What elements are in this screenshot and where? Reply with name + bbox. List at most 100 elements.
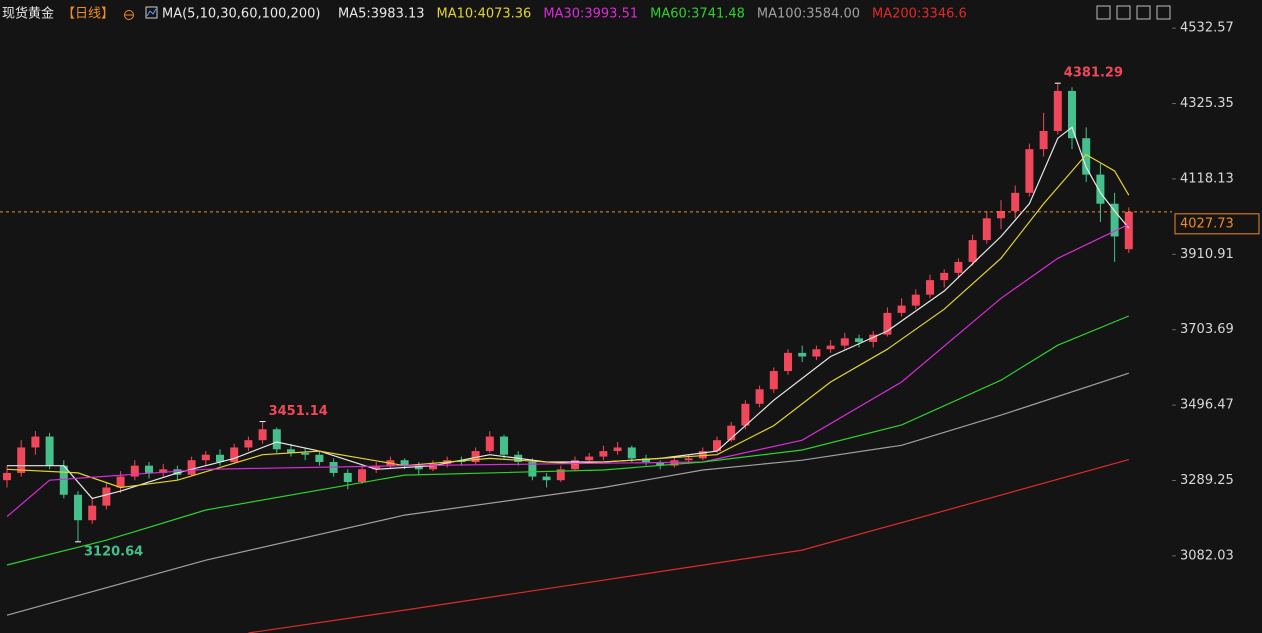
y-tick-label: 3496.47: [1180, 398, 1234, 413]
candle-body: [713, 440, 721, 452]
candle-body: [897, 305, 906, 313]
candle-body: [982, 218, 991, 241]
candle-body: [287, 449, 295, 453]
candle-body: [997, 210, 1005, 219]
candle-body: [741, 403, 750, 426]
candle-body: [429, 463, 437, 470]
candle-body: [585, 456, 594, 461]
candle-body: [1110, 203, 1119, 237]
candle-body: [911, 294, 920, 306]
candle-body: [471, 451, 480, 463]
candle-body: [59, 465, 68, 495]
candle-body: [201, 454, 210, 461]
candle-body: [102, 487, 111, 506]
candle-body: [840, 338, 849, 346]
y-tick-label: 4118.13: [1180, 171, 1234, 186]
candle-body: [173, 469, 182, 475]
legend-entry: MA60:3741.48: [650, 7, 745, 22]
ma-line: [248, 459, 1129, 633]
candle-body: [1124, 211, 1133, 250]
candle-body: [1039, 130, 1048, 150]
candle-body: [1068, 90, 1076, 139]
candle-body: [258, 429, 267, 441]
high-annotation: 4381.29: [1064, 66, 1123, 81]
y-tick-label: 3082.03: [1180, 548, 1234, 563]
legend-entry: MA200:3346.6: [872, 7, 967, 22]
last-price-box: [1174, 213, 1260, 235]
toolbar: [1096, 5, 1171, 20]
candle-body: [613, 447, 622, 452]
legend-entry: MA5:3983.13: [338, 7, 425, 22]
indicator-icon: [146, 8, 157, 17]
candle-body: [116, 476, 125, 488]
candle-body: [1053, 90, 1062, 131]
candle-body: [642, 458, 650, 463]
candle-body: [571, 460, 579, 470]
candle-body: [869, 334, 878, 342]
candle-body: [627, 447, 636, 459]
candle-body: [500, 436, 508, 455]
candle-body: [17, 447, 26, 473]
candle-body: [414, 465, 423, 470]
legend-entry: MA100:3584.00: [757, 7, 860, 22]
y-tick-label: 4532.57: [1180, 21, 1234, 36]
candle-body: [656, 462, 665, 466]
tool-button[interactable]: [1116, 5, 1131, 20]
candle-body: [3, 472, 11, 481]
candle-body: [968, 240, 977, 262]
last-price-label: 4027.73: [1180, 216, 1234, 231]
candle-body: [599, 451, 608, 457]
tool-button[interactable]: [1136, 5, 1151, 20]
candle-body: [358, 469, 366, 483]
candle-body: [485, 436, 494, 452]
ma-line: [6, 315, 1130, 566]
candle-body: [528, 462, 537, 477]
candle-body: [1082, 138, 1091, 175]
candle-body: [954, 261, 963, 273]
candle-body: [926, 280, 934, 295]
candle-body: [1096, 174, 1105, 204]
candle-body: [130, 465, 139, 477]
candle-body: [187, 460, 196, 475]
candle-body: [826, 345, 835, 350]
candle-body: [855, 338, 863, 342]
candle-body: [88, 505, 97, 521]
y-tick-label: 3703.69: [1180, 322, 1234, 337]
legend-entry: MA30:3993.51: [543, 7, 638, 22]
legend-entry: MA10:4073.36: [437, 7, 532, 22]
y-tick-label: 3910.91: [1180, 247, 1234, 262]
candle-body: [755, 389, 764, 404]
candle-body: [230, 447, 239, 463]
y-tick-label: 4325.35: [1180, 96, 1234, 111]
candle-body: [542, 476, 551, 481]
add-icon[interactable]: [124, 10, 134, 20]
candle-body: [159, 469, 168, 473]
candle-body: [727, 425, 736, 441]
candle-body: [45, 436, 54, 466]
candle-body: [798, 352, 807, 357]
low-annotation: 3120.64: [84, 544, 143, 559]
tool-button[interactable]: [1156, 5, 1171, 20]
candle-body: [216, 454, 224, 463]
period[interactable]: 【日线】: [62, 7, 114, 22]
indicator-icon[interactable]: [145, 6, 158, 19]
candle-body: [1025, 149, 1034, 193]
indicator: MA(5,10,30,60,100,200): [162, 7, 320, 22]
candle-body: [812, 349, 821, 357]
candle-body: [343, 472, 352, 483]
ma-line: [6, 223, 1130, 518]
chart-title: 现货黄金: [2, 6, 54, 22]
candle-body: [684, 458, 693, 461]
candle-body: [883, 312, 892, 335]
y-tick-label: 3289.25: [1180, 473, 1234, 488]
candle-body: [784, 352, 792, 372]
candle-body: [244, 440, 253, 448]
candle-body: [315, 454, 324, 463]
candle-body: [31, 436, 40, 448]
candle-body: [556, 469, 565, 481]
candle-body: [940, 272, 949, 281]
tool-button[interactable]: [1096, 5, 1111, 20]
